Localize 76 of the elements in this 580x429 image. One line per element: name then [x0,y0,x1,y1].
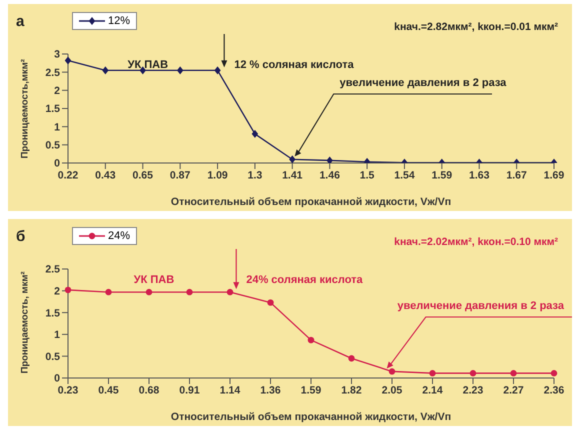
y-tick-label: 0.5 [45,350,60,363]
point [252,130,258,138]
text: kнач.=2.02мкм², kкон.=0.10 мкм² [394,236,558,248]
point [289,155,296,163]
legend-label: 12% [108,15,130,27]
point [226,288,234,296]
x-tick-label: 1.09 [207,169,228,182]
annotation: УК ПАВ [128,59,168,71]
x-axis-title: Относительный объем прокачанной жидкости, Vж/Vп [170,411,452,423]
y-tick-label: 2 [54,85,60,98]
x-tick-label: 1.67 [506,169,527,182]
x-tick-label: 2.05 [382,384,402,396]
y-tick-label: 2.5 [45,264,60,276]
legend-label: 24% [108,230,130,242]
x-tick-label: 1.59 [432,169,452,182]
y-tick-label: 2.5 [45,66,60,79]
annotation: увеличение давления в 2 раза [340,77,508,89]
y-tick-label: 1.5 [45,307,60,320]
text: kнач.=2.82мкм², kкон.=0.01 мкм² [394,21,558,33]
x-tick-label: 1.69 [544,169,564,182]
x-tick-label: 1.82 [341,384,362,396]
x-tick-label: 2.23 [462,384,484,396]
x-tick-label: 1.36 [260,384,281,396]
y-tick-label: 0 [54,158,60,170]
annotation: 24% соляная кислота [246,274,364,286]
point [105,288,112,296]
point [326,156,333,163]
x-tick-label: 0.45 [98,384,119,396]
x-tick-label: 1.41 [282,169,303,182]
y-axis-title: Проницаемость, мкм² [19,271,30,374]
x-tick-label: 0.43 [95,169,116,182]
point [348,355,355,362]
y-tick-label: 1.5 [45,103,60,116]
point [308,336,314,344]
x-tick-label: 2.27 [503,384,524,396]
annotation: 12 % соляная кислота [234,59,355,71]
x-tick-label: 0.91 [179,384,200,396]
point [510,370,517,376]
point [64,286,72,294]
y-tick-label: 0.5 [45,140,60,152]
point [470,370,476,376]
x-tick-label: 1.54 [394,169,415,182]
y-tick-label: 1 [54,329,60,342]
point [64,56,72,65]
text: б [16,228,26,245]
y-tick-label: 1 [54,121,60,134]
x-axis-title: Относительный объем прокачанной жидкости, Vж/Vп [170,196,452,208]
x-tick-label: 1.46 [319,169,340,182]
x-tick-label: 1.5 [360,169,375,182]
x-tick-label: 1.59 [300,384,322,396]
x-tick-label: 0.65 [132,169,154,182]
x-tick-label: 1.3 [248,169,262,182]
point [176,66,184,74]
x-tick-label: 2.14 [422,384,443,396]
y-axis-title: Проницаемость,мкм² [19,59,30,158]
y-tick-label: 2 [54,286,60,298]
x-tick-label: 2.36 [544,384,564,396]
point [102,66,109,74]
text: а [16,13,25,30]
annotation: УК ПАВ [134,274,174,286]
point [186,288,193,296]
point [146,288,152,296]
point [429,370,436,376]
x-tick-label: 0.23 [58,384,78,396]
annotation: увеличение давления в 2 раза [397,300,565,312]
point [267,299,274,306]
y-tick-label: 3 [54,48,60,61]
x-tick-label: 1.14 [220,384,240,396]
x-tick-label: 0.87 [170,169,191,182]
x-tick-label: 0.68 [138,384,160,396]
x-tick-label: 1.63 [469,169,490,182]
x-tick-label: 0.22 [58,169,78,182]
y-tick-label: 0 [54,372,60,385]
point [550,370,558,376]
point [214,66,221,74]
point [388,368,396,375]
